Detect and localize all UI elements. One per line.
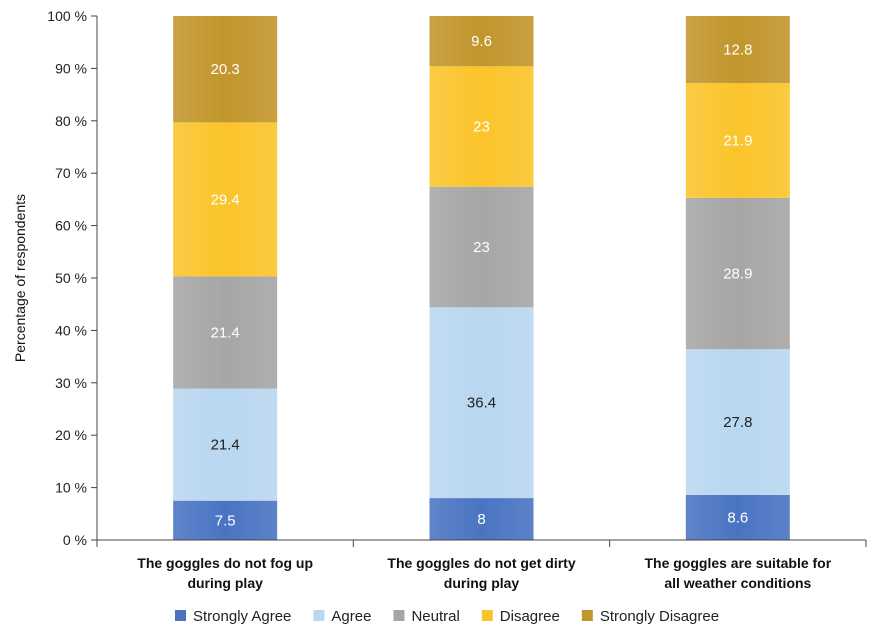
y-axis: 0 % 10 % 20 % 30 % 40 % 50 % 60 % 70 % 80 % 90 % 1…: [47, 8, 98, 548]
category-label: The goggles do not fog up: [137, 555, 313, 571]
data-label: 36.4: [467, 395, 496, 412]
category-label: The goggles do not get dirty: [387, 555, 575, 571]
y-tick-label: 90 %: [55, 60, 87, 76]
y-tick-label: 50 %: [55, 270, 87, 286]
data-label: 20.3: [211, 61, 240, 78]
data-label: 7.5: [215, 512, 236, 529]
y-tick-label: 100 %: [47, 8, 87, 24]
category-label: all weather conditions: [664, 575, 811, 591]
data-label: 23: [473, 239, 490, 256]
y-tick-label: 40 %: [55, 322, 87, 338]
data-label: 12.8: [723, 42, 752, 59]
legend-label: Disagree: [500, 608, 560, 625]
legend-swatch: [175, 610, 186, 621]
legend-swatch: [393, 610, 405, 621]
bar-segment: [429, 66, 534, 187]
y-tick-label: 20 %: [55, 427, 87, 443]
bars: 7.5 21.4 21.4 29.4 20.3 8 36.4 23 23 9.6 8.6 27.8 28…: [173, 16, 790, 540]
data-label: 29.4: [211, 191, 240, 208]
bar-segment: [429, 498, 534, 540]
bar-segment: [429, 186, 534, 308]
y-tick-label: 30 %: [55, 375, 87, 391]
data-label: 9.6: [471, 33, 492, 50]
y-tick-label: 0 %: [63, 532, 87, 548]
bar-segment: [429, 307, 534, 499]
y-tick-label: 80 %: [55, 113, 87, 129]
category-label: during play: [444, 575, 520, 591]
bar-segment: [685, 16, 790, 84]
data-label: 8.6: [727, 509, 748, 526]
data-label: 27.8: [723, 414, 752, 431]
bar-segment: [173, 276, 278, 389]
legend-label: Agree: [331, 608, 371, 625]
x-axis: The goggles do not fog up during play The …: [96, 539, 867, 591]
data-label: 8: [477, 511, 485, 528]
category-label: during play: [187, 575, 263, 591]
bar-segment: [429, 16, 534, 67]
bar-segment: [685, 349, 790, 495]
bar-segment: [173, 388, 278, 501]
legend-swatch: [581, 610, 593, 621]
data-label: 28.9: [723, 266, 752, 283]
data-label: 21.9: [723, 132, 752, 149]
bar-segment: [173, 122, 278, 277]
bar-segment: [685, 494, 790, 540]
bar-segment: [173, 500, 278, 540]
legend-label: Strongly Agree: [193, 608, 291, 625]
y-axis-label: Percentage of respondents: [12, 194, 28, 362]
category-label: The goggles are suitable for: [644, 555, 831, 571]
y-tick-label: 10 %: [55, 480, 87, 496]
legend-swatch: [481, 610, 493, 621]
data-label: 21.4: [211, 437, 240, 454]
data-label: 23: [473, 119, 490, 136]
bar-segment: [173, 16, 278, 123]
y-tick-label: 70 %: [55, 165, 87, 181]
legend-label: Strongly Disagree: [600, 608, 719, 625]
bar-segment: [685, 197, 790, 350]
data-label: 21.4: [211, 324, 240, 341]
bar-segment: [685, 83, 790, 198]
y-tick-label: 60 %: [55, 218, 87, 234]
legend-swatch: [313, 610, 325, 621]
legend-label: Neutral: [411, 608, 459, 625]
legend: Strongly Agree Agree Neutral Disagree Strong…: [175, 608, 719, 625]
